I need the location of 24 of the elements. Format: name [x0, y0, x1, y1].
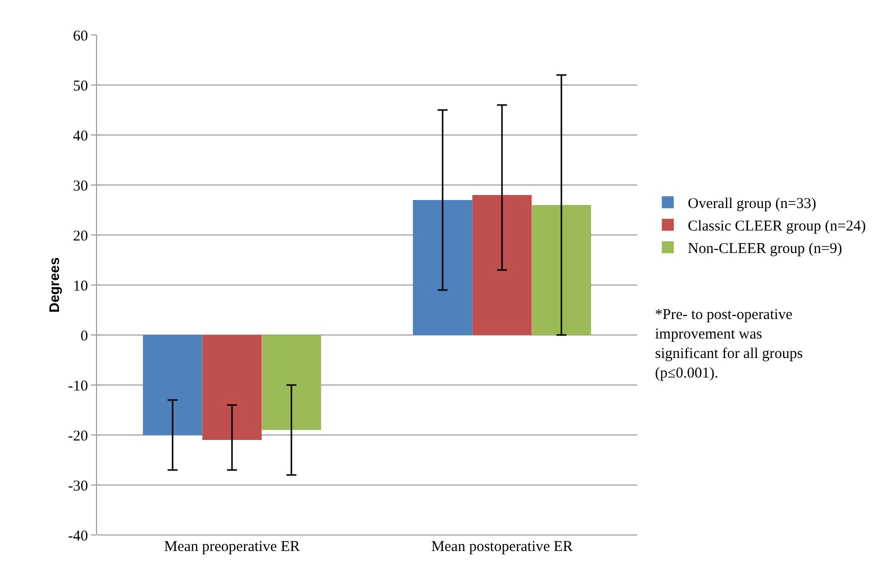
legend-label: Overall group (n=33): [688, 196, 816, 212]
y-tick-label: 10: [73, 278, 88, 294]
y-tick-label: -20: [68, 428, 88, 444]
text: *Pre- to post-operative improvement was significant for all groups (p≤0.001).: [655, 307, 804, 382]
legend-label: Classic CLEER group (n=24): [688, 218, 866, 235]
y-tick-label: 20: [73, 228, 88, 244]
x-tick-label: Mean postoperative ER: [431, 539, 573, 555]
y-tick-label: -10: [68, 378, 88, 394]
y-tick-label: 30: [73, 178, 88, 194]
bar: [472, 195, 532, 335]
y-tick-label: -30: [68, 478, 88, 494]
y-tick-label: 0: [80, 328, 88, 344]
y-tick-label: -40: [68, 528, 88, 544]
bar: [262, 335, 322, 430]
bar: [202, 335, 262, 440]
bar: [532, 205, 592, 335]
bar: [142, 335, 202, 435]
x-tick-label: Mean preoperative ER: [164, 539, 300, 555]
bar: [412, 200, 472, 335]
legend-label: Non-CLEER group (n=9): [688, 241, 842, 258]
y-tick-label: 60: [73, 28, 88, 44]
y-axis-title: Degrees: [46, 257, 62, 313]
y-tick-label: 50: [73, 78, 88, 94]
y-tick-label: 40: [73, 128, 88, 144]
